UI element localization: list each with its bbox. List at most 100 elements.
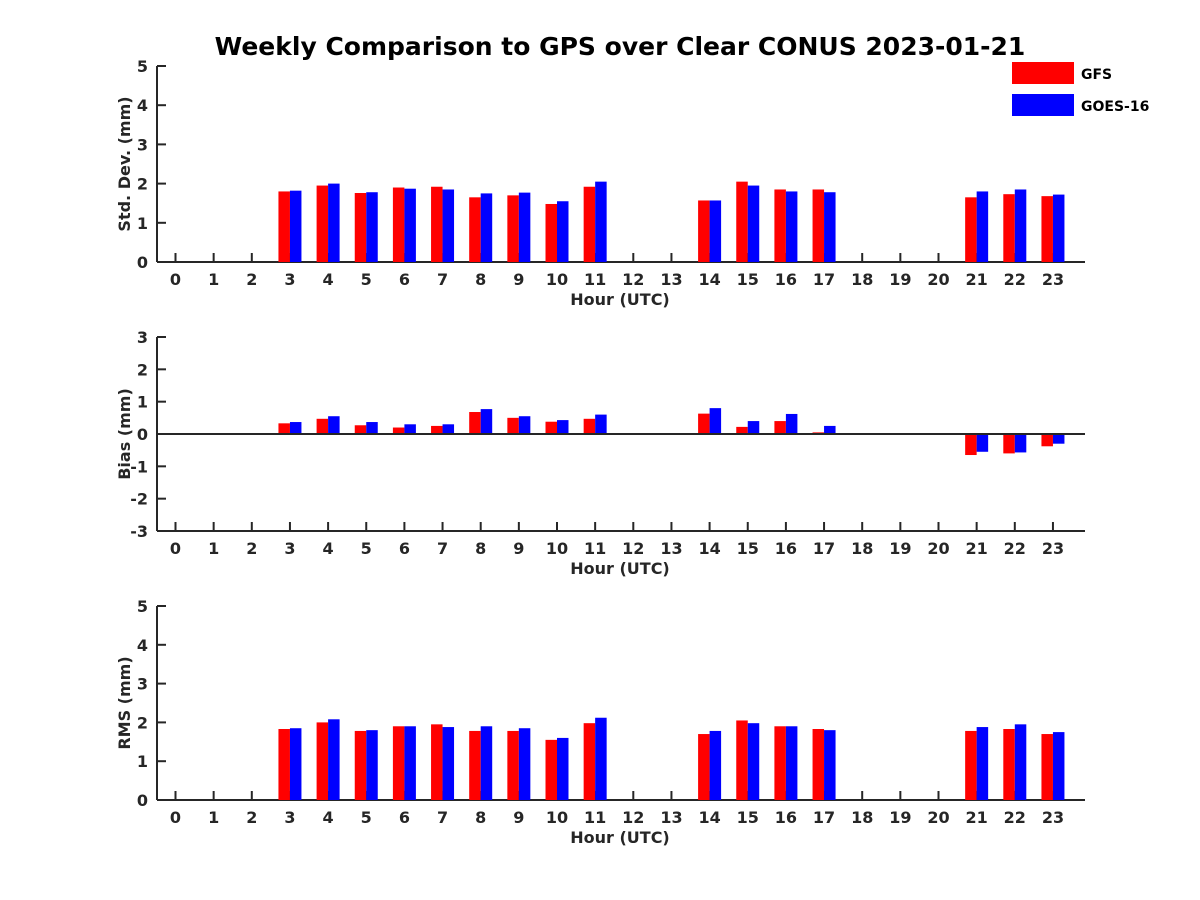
- x-tick-label: 19: [889, 270, 911, 289]
- bar-goes16: [595, 717, 607, 800]
- bar-gfs: [278, 423, 290, 434]
- bar-goes16: [747, 723, 760, 800]
- bar-goes16: [289, 728, 302, 800]
- bar-gfs: [583, 723, 596, 800]
- bar-gfs: [812, 729, 825, 800]
- x-tick-label: 14: [698, 539, 720, 558]
- x-tick-label: 1: [208, 539, 219, 558]
- x-axis-label: Hour (UTC): [570, 559, 670, 578]
- bar-goes16: [289, 422, 302, 434]
- bar-gfs: [507, 195, 519, 262]
- bar-gfs: [698, 413, 710, 434]
- bar-gfs: [392, 187, 405, 262]
- bar-gfs: [965, 730, 977, 800]
- x-tick-label: 16: [775, 539, 797, 558]
- bar-gfs: [507, 417, 519, 434]
- y-axis-label: Std. Dev. (mm): [115, 96, 134, 231]
- bar-goes16: [366, 730, 378, 800]
- bar-goes16: [595, 414, 607, 434]
- x-tick-label: 14: [698, 270, 720, 289]
- legend-swatch-goes16: [1012, 94, 1074, 116]
- bar-gfs: [1003, 434, 1015, 454]
- x-tick-label: 1: [208, 270, 219, 289]
- bar-goes16: [785, 191, 798, 262]
- y-tick-label: 1: [137, 393, 148, 412]
- bar-goes16: [709, 200, 722, 262]
- y-tick-label: -1: [130, 457, 148, 476]
- bar-gfs: [736, 720, 748, 800]
- bar-gfs: [698, 200, 710, 262]
- x-tick-label: 5: [361, 808, 372, 827]
- x-tick-label: 22: [1004, 270, 1026, 289]
- bar-gfs: [1041, 734, 1053, 800]
- bar-gfs: [431, 186, 443, 262]
- x-tick-label: 2: [246, 808, 257, 827]
- x-tick-label: 5: [361, 270, 372, 289]
- legend-label-gfs: GFS: [1081, 67, 1112, 83]
- chart-title: Weekly Comparison to GPS over Clear CONU…: [215, 32, 1026, 61]
- x-tick-label: 9: [513, 539, 524, 558]
- bar-gfs: [469, 730, 481, 800]
- bar-goes16: [747, 185, 760, 262]
- x-tick-label: 20: [927, 808, 949, 827]
- bar-gfs: [1003, 194, 1015, 262]
- bar-goes16: [366, 422, 378, 434]
- bar-goes16: [404, 726, 416, 800]
- bar-goes16: [442, 424, 455, 434]
- bar-gfs: [316, 418, 329, 434]
- bar-gfs: [469, 197, 481, 262]
- y-tick-label: 0: [137, 253, 148, 272]
- y-tick-label: 4: [137, 636, 148, 655]
- bar-goes16: [289, 190, 302, 262]
- x-tick-label: 21: [966, 539, 988, 558]
- bar-goes16: [518, 192, 531, 262]
- x-tick-label: 17: [813, 270, 835, 289]
- x-tick-label: 1: [208, 808, 219, 827]
- x-tick-label: 8: [475, 539, 486, 558]
- x-tick-label: 3: [284, 808, 295, 827]
- x-axis-label: Hour (UTC): [570, 828, 670, 847]
- legend: GFS GOES-16: [1012, 62, 1149, 116]
- bar-goes16: [480, 193, 493, 262]
- bar-goes16: [404, 424, 416, 434]
- x-tick-label: 10: [546, 808, 568, 827]
- bar-gfs: [774, 726, 786, 800]
- x-tick-label: 8: [475, 808, 486, 827]
- x-tick-label: 18: [851, 808, 873, 827]
- y-tick-label: 4: [137, 96, 148, 115]
- x-tick-label: 21: [966, 808, 988, 827]
- x-tick-label: 11: [584, 808, 606, 827]
- bar-gfs: [1003, 729, 1015, 800]
- bar-goes16: [328, 416, 340, 434]
- bar-goes16: [595, 181, 607, 262]
- bar-gfs: [583, 418, 596, 434]
- y-tick-label: 3: [137, 135, 148, 154]
- bar-goes16: [328, 719, 340, 800]
- bar-goes16: [480, 726, 493, 800]
- bar-goes16: [976, 191, 989, 262]
- bar-goes16: [518, 416, 531, 434]
- x-tick-label: 23: [1042, 808, 1064, 827]
- x-tick-label: 10: [546, 270, 568, 289]
- x-tick-label: 18: [851, 539, 873, 558]
- bar-gfs: [1041, 196, 1053, 262]
- bar-gfs: [354, 425, 367, 434]
- y-tick-label: 2: [137, 713, 148, 732]
- x-tick-label: 15: [737, 539, 759, 558]
- x-tick-label: 4: [323, 808, 334, 827]
- bar-goes16: [557, 737, 569, 800]
- x-tick-label: 8: [475, 270, 486, 289]
- bar-gfs: [583, 186, 596, 262]
- bar-gfs: [965, 434, 977, 456]
- x-tick-label: 13: [660, 808, 682, 827]
- y-tick-label: -3: [130, 522, 148, 541]
- bar-gfs: [736, 426, 748, 434]
- y-tick-label: 1: [137, 214, 148, 233]
- bar-goes16: [328, 183, 340, 262]
- y-tick-label: 2: [137, 175, 148, 194]
- x-tick-label: 5: [361, 539, 372, 558]
- bar-gfs: [392, 427, 405, 434]
- bar-goes16: [976, 434, 989, 452]
